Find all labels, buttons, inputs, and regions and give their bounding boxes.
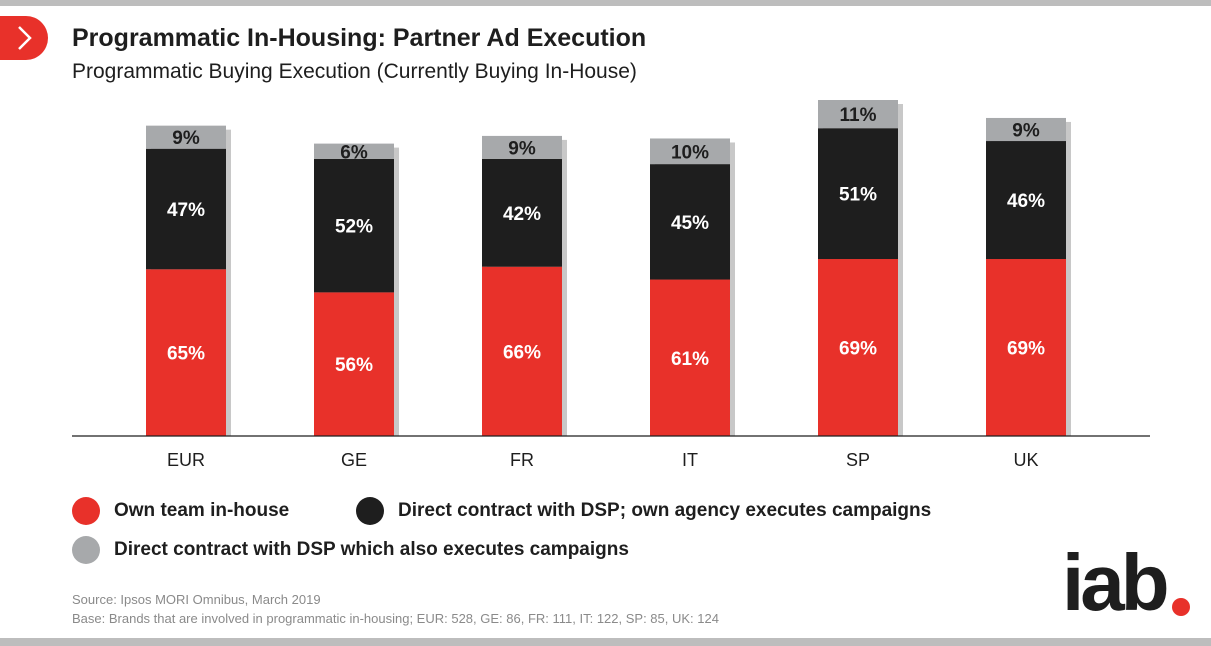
- data-label-direct-dsp-agency-it: 45%: [671, 213, 709, 234]
- legend-item-direct-dsp-executes: Direct contract with DSP which also exec…: [72, 535, 629, 565]
- data-label-own-team-sp: 69%: [839, 339, 877, 360]
- iab-logo: iab: [1062, 538, 1170, 627]
- bar-own-team-fr: [482, 266, 562, 436]
- data-label-direct-dsp-executes-fr: 9%: [508, 138, 536, 159]
- data-label-direct-dsp-agency-uk: 46%: [1007, 191, 1045, 212]
- legend-swatch-own-team: [72, 497, 100, 525]
- x-tick-label-fr: FR: [510, 450, 534, 470]
- data-label-direct-dsp-executes-it: 10%: [671, 142, 709, 163]
- data-label-own-team-fr: 66%: [503, 342, 541, 363]
- bar-direct-dsp-agency-it: [650, 164, 730, 280]
- data-label-own-team-uk: 69%: [1007, 339, 1045, 360]
- data-label-direct-dsp-agency-fr: 42%: [503, 204, 541, 225]
- bottom-divider: [0, 638, 1211, 646]
- data-label-direct-dsp-executes-sp: 11%: [840, 105, 877, 126]
- bar-direct-dsp-executes-sp: [818, 100, 898, 129]
- bar-own-team-eur: [146, 269, 226, 436]
- x-tick-label-it: IT: [682, 450, 698, 470]
- iab-logo-dot: [1172, 598, 1190, 616]
- data-label-own-team-ge: 56%: [335, 355, 373, 376]
- data-label-direct-dsp-agency-ge: 52%: [335, 217, 373, 238]
- bar-direct-dsp-agency-uk: [986, 141, 1066, 260]
- chevron-right-icon: [18, 26, 32, 50]
- source-note: Source: Ipsos MORI Omnibus, March 2019: [72, 592, 321, 607]
- bar-direct-dsp-agency-sp: [818, 128, 898, 260]
- data-label-own-team-it: 61%: [671, 349, 709, 370]
- legend-label-direct-dsp-executes: Direct contract with DSP which also exec…: [114, 539, 629, 560]
- base-note: Base: Brands that are involved in progra…: [72, 611, 719, 626]
- x-tick-label-eur: EUR: [167, 450, 205, 470]
- legend-label-direct-dsp-agency: Direct contract with DSP; own agency exe…: [398, 500, 932, 521]
- bar-direct-dsp-agency-ge: [314, 158, 394, 293]
- data-label-direct-dsp-executes-ge: 6%: [340, 142, 368, 163]
- bar-direct-dsp-agency-eur: [146, 148, 226, 270]
- bar-direct-dsp-executes-uk: [986, 117, 1066, 142]
- data-label-direct-dsp-agency-eur: 47%: [167, 200, 205, 221]
- bar-own-team-ge: [314, 292, 394, 436]
- bar-direct-dsp-agency-fr: [482, 158, 562, 267]
- x-tick-label-uk: UK: [1013, 450, 1038, 470]
- bar-direct-dsp-executes-fr: [482, 135, 562, 159]
- bar-direct-dsp-executes-it: [650, 138, 730, 165]
- legend-swatch-direct-dsp-agency: [356, 497, 384, 525]
- legend-item-own-team: Own team in-house: [72, 496, 289, 526]
- bar-direct-dsp-executes-eur: [146, 125, 226, 149]
- x-tick-label-sp: SP: [846, 450, 870, 470]
- bar-own-team-sp: [818, 259, 898, 436]
- bar-own-team-uk: [986, 259, 1066, 436]
- page-title: Programmatic In-Housing: Partner Ad Exec…: [72, 24, 647, 52]
- next-slide-button[interactable]: [0, 16, 48, 60]
- data-label-direct-dsp-executes-uk: 9%: [1012, 120, 1040, 141]
- stacked-bar-chart: 65% 47% 9% EUR 56% 52% 6% GE 66% 42% 9% FR 61% 45% 10%…: [72, 100, 1150, 470]
- bar-own-team-it: [650, 279, 730, 436]
- legend-label-own-team: Own team in-house: [114, 500, 290, 521]
- data-label-own-team-eur: 65%: [167, 344, 205, 365]
- top-divider: [0, 0, 1211, 6]
- x-tick-label-ge: GE: [341, 450, 367, 470]
- data-label-direct-dsp-executes-eur: 9%: [172, 128, 200, 149]
- data-label-direct-dsp-agency-sp: 51%: [839, 185, 877, 206]
- bar-direct-dsp-executes-ge: [314, 143, 394, 159]
- legend-swatch-direct-dsp-executes: [72, 536, 100, 564]
- legend-item-direct-dsp-agency: Direct contract with DSP; own agency exe…: [356, 496, 931, 526]
- page-subtitle: Programmatic Buying Execution (Currently…: [72, 60, 637, 83]
